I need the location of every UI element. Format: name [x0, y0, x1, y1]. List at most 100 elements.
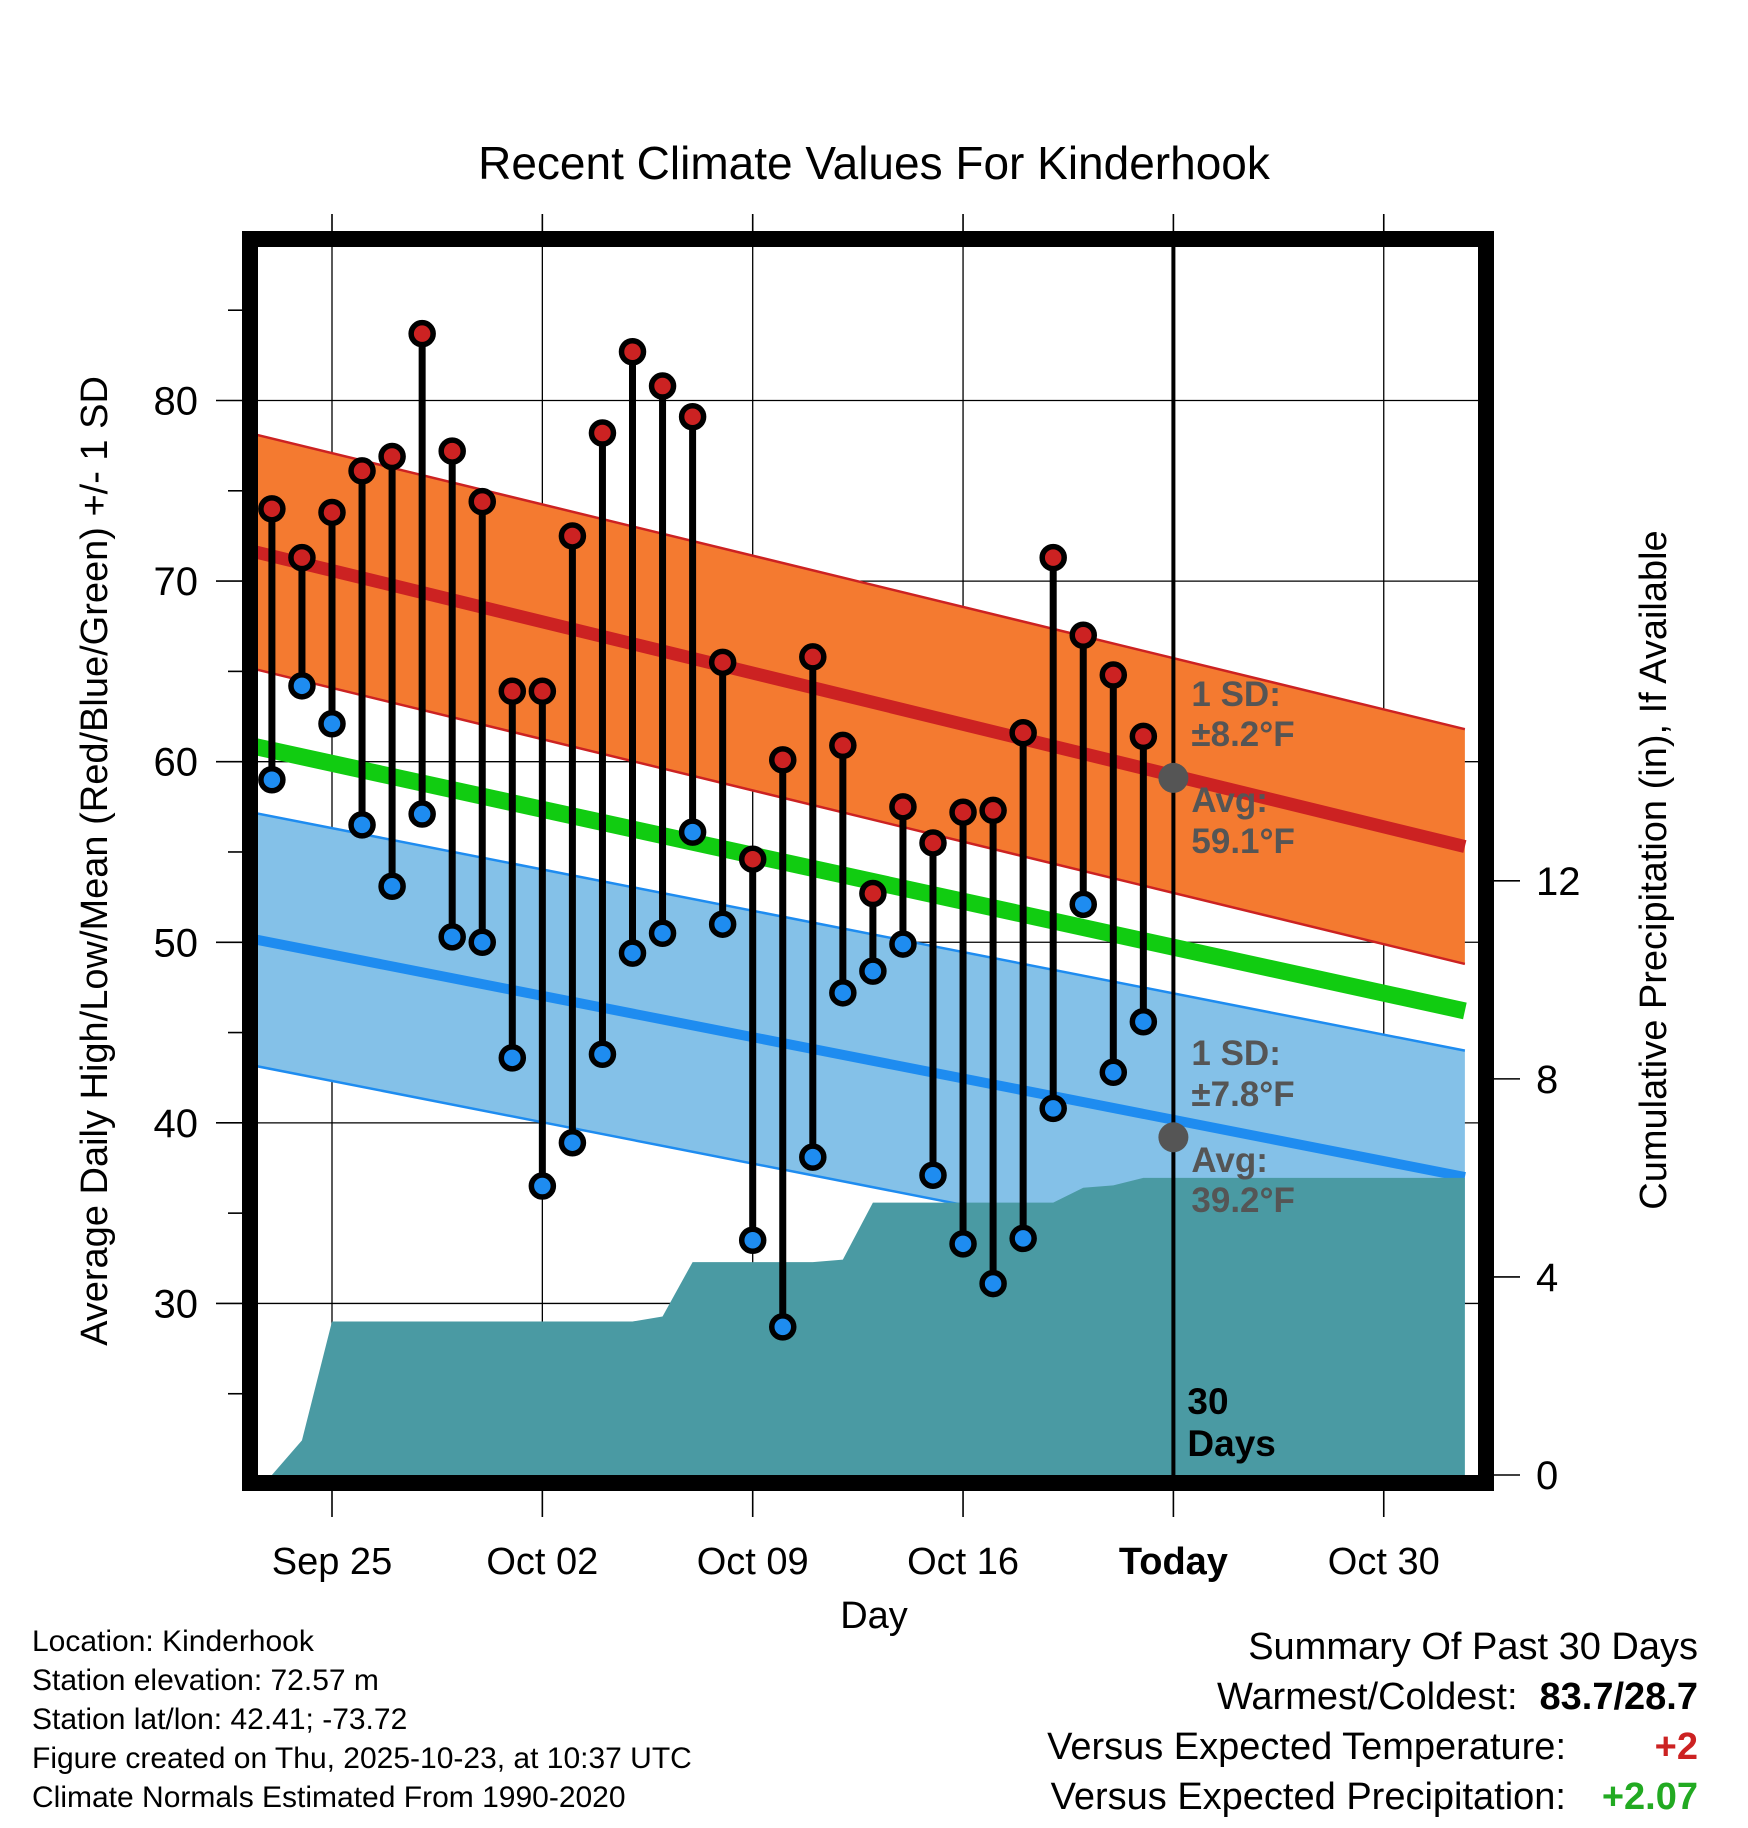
normal-high-band-upper-edge	[258, 433, 1466, 731]
elevation-line: Station elevation: 72.57 m	[32, 1664, 379, 1697]
x-tick-label: Sep 25	[272, 1541, 392, 1583]
warm-cold-label: Warmest/Coldest:	[1216, 1676, 1518, 1718]
daily-high-point	[1039, 543, 1067, 572]
daily-low-point	[1129, 1007, 1158, 1036]
daily-high-point	[498, 677, 527, 705]
low-avg-value: 39.2°F	[1191, 1181, 1295, 1220]
low-avg-label: Avg:	[1191, 1141, 1267, 1180]
daily-high-point	[618, 337, 647, 366]
summary-panel: Summary Of Past 30 Days Warmest/Coldest:…	[1047, 1622, 1698, 1822]
daily-high-point	[738, 845, 767, 873]
daily-high-point	[1009, 719, 1037, 747]
high-avg-value: 59.1°F	[1191, 822, 1295, 861]
daily-low-point	[1039, 1094, 1067, 1123]
y2-tick-label: 12	[1536, 860, 1581, 904]
station-info: Location: Kinderhook Station elevation: …	[32, 1622, 692, 1817]
daily-high-point	[648, 372, 677, 400]
y2-axis-label: Cumulative Precipitation (in), If Availa…	[1633, 530, 1675, 1209]
location-line: Location: Kinderhook	[32, 1625, 314, 1658]
y-tick-label: 60	[154, 741, 199, 785]
daily-low-point	[468, 928, 496, 957]
y-tick-label: 70	[154, 560, 199, 604]
daily-low-point	[408, 800, 436, 828]
daily-high-point	[378, 442, 406, 471]
x-tick-label: Oct 09	[697, 1541, 809, 1583]
y2-tick-label: 8	[1536, 1058, 1558, 1102]
today-days-count: 30	[1187, 1381, 1228, 1422]
daily-high-point	[919, 829, 947, 857]
precip-area	[271, 1177, 1465, 1475]
daily-high-point	[408, 319, 436, 348]
precip-departure-value: +2.07	[1601, 1776, 1698, 1818]
daily-low-point	[528, 1172, 557, 1200]
daily-low-point	[318, 710, 346, 738]
daily-high-point	[468, 487, 496, 516]
x-tick-label: Oct 16	[907, 1541, 1019, 1583]
daily-high-point	[1069, 621, 1097, 650]
daily-low-point	[348, 811, 376, 839]
today-days-label: Days	[1187, 1423, 1275, 1464]
daily-high-point	[528, 677, 557, 705]
daily-high-point	[348, 457, 376, 485]
daily-low-point	[558, 1128, 587, 1157]
temp-departure-label: Versus Expected Temperature:	[1047, 1726, 1566, 1768]
warm-cold-value: 83.7/28.7	[1539, 1676, 1698, 1718]
daily-low-point	[618, 939, 647, 967]
daily-high-point	[949, 798, 977, 826]
plot-content	[258, 247, 1478, 1475]
x-tick-label: Today	[1119, 1541, 1228, 1583]
daily-high-point	[558, 522, 587, 550]
daily-low-point	[919, 1161, 947, 1189]
daily-high-point	[1129, 722, 1158, 751]
y-tick-label: 40	[154, 1102, 199, 1146]
daily-low-point	[498, 1044, 527, 1072]
daily-high-point	[889, 793, 917, 821]
high-avg-marker	[1158, 762, 1189, 793]
chart-title: Recent Climate Values For Kinderhook	[478, 137, 1271, 189]
y-tick-label: 30	[154, 1282, 199, 1326]
daily-low-point	[708, 910, 737, 938]
daily-high-point	[258, 495, 286, 523]
daily-high-point	[979, 796, 1007, 825]
x-tick-label: Oct 30	[1328, 1541, 1440, 1583]
normals-line: Climate Normals Estimated From 1990-2020	[32, 1781, 626, 1814]
daily-low-point	[588, 1040, 617, 1068]
normal-high-line	[258, 545, 1467, 853]
daily-low-point	[859, 957, 887, 985]
high-sd-label: 1 SD:	[1191, 675, 1280, 714]
x-tick-label: Oct 02	[486, 1541, 598, 1583]
normal-mean-line	[258, 738, 1467, 1020]
high-sd-value: ±8.2°F	[1191, 715, 1294, 754]
daily-high-point	[769, 746, 797, 774]
high-avg-label: Avg:	[1191, 781, 1267, 820]
precip-departure-label: Versus Expected Precipitation:	[1050, 1776, 1566, 1818]
daily-low-point	[769, 1313, 797, 1341]
normal-low-line	[258, 934, 1466, 1182]
y-tick-label: 50	[154, 921, 199, 965]
latlon-line: Station lat/lon: 42.41; -73.72	[32, 1703, 408, 1736]
low-avg-marker	[1158, 1122, 1189, 1153]
daily-low-point	[829, 979, 857, 1007]
daily-low-point	[949, 1230, 977, 1258]
daily-low-point	[979, 1269, 1007, 1298]
daily-low-point	[258, 765, 286, 794]
y-tick-label: 80	[154, 380, 199, 424]
low-sd-label: 1 SD:	[1191, 1034, 1280, 1073]
daily-low-point	[1099, 1058, 1128, 1087]
axes: 30 40 50 60 70 80 0 4 8 12 Sep 25 Oct 02 Oct 09 Oct 1…	[154, 214, 1581, 1583]
plot-frame	[242, 231, 1494, 1491]
y2-tick-label: 0	[1536, 1454, 1558, 1498]
daily-low-point	[678, 818, 707, 846]
daily-high-point	[859, 879, 887, 908]
daily-high-point	[1099, 661, 1128, 689]
daily-low-point	[288, 672, 316, 700]
daily-low-point	[1069, 890, 1097, 919]
daily-low-point	[799, 1143, 827, 1171]
low-sd-value: ±7.8°F	[1191, 1075, 1294, 1114]
y2-tick-label: 4	[1536, 1256, 1558, 1300]
daily-high-point	[318, 498, 346, 527]
daily-low-point	[889, 930, 917, 958]
daily-low-point	[648, 919, 677, 947]
